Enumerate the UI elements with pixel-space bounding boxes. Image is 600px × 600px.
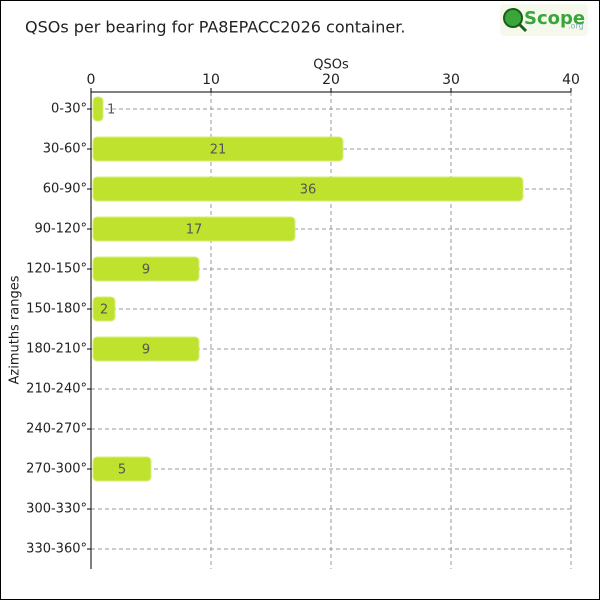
x-tick-label: 30 (442, 72, 460, 88)
value-label: 9 (142, 263, 150, 278)
y-axis-label: Azimuths ranges (8, 275, 23, 384)
value-label: 5 (118, 463, 126, 478)
x-tick-label: 10 (202, 72, 220, 88)
x-axis-label: QSOs (313, 58, 349, 73)
y-tick-label: 120-150° (26, 262, 87, 277)
x-tick-label: 20 (322, 72, 340, 88)
bar (92, 136, 344, 162)
value-label: 2 (100, 303, 108, 318)
logo-icon-handle (517, 22, 528, 33)
x-tick-label: 0 (87, 72, 96, 88)
y-tick-label: 300-330° (26, 502, 87, 517)
y-tick-label: 150-180° (26, 302, 87, 317)
logo-suffix: .org (568, 22, 584, 31)
bar (92, 336, 200, 362)
value-label: 36 (300, 183, 317, 198)
y-tick-label: 210-240° (26, 382, 87, 397)
bar (92, 176, 524, 202)
x-tick-label: 40 (562, 72, 580, 88)
logo-name: Scope (524, 8, 585, 29)
value-label: 17 (186, 223, 203, 238)
bar (92, 296, 116, 322)
value-label: 9 (142, 343, 150, 358)
bar (92, 456, 152, 482)
value-label: 21 (210, 143, 227, 158)
y-tick-label: 90-120° (34, 222, 87, 237)
logo: Scope .org (500, 4, 588, 36)
y-tick-label: 60-90° (43, 182, 87, 197)
y-tick-label: 330-360° (26, 542, 87, 557)
bar (92, 96, 104, 122)
y-tick-label: 0-30° (51, 102, 87, 117)
value-label: 1 (107, 103, 115, 118)
y-tick-label: 270-300° (26, 462, 87, 477)
bar (92, 256, 200, 282)
y-tick-label: 240-270° (26, 422, 87, 437)
y-tick-label: 30-60° (43, 142, 87, 157)
bar (92, 216, 296, 242)
logo-icon (503, 8, 523, 28)
chart-title: QSOs per bearing for PA8EPACC2026 contai… (25, 18, 405, 37)
y-tick-label: 180-210° (26, 342, 87, 357)
